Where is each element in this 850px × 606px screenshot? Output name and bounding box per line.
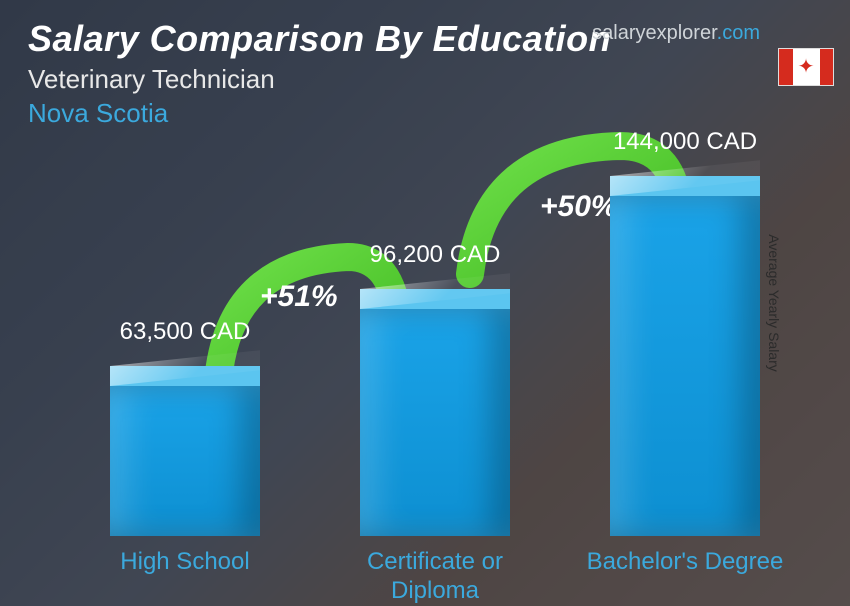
job-subtitle: Veterinary Technician <box>28 64 275 95</box>
bar-label: Certificate or Diploma <box>335 548 535 606</box>
increase-label-1: +51% <box>260 280 338 314</box>
page-title: Salary Comparison By Education <box>28 18 611 60</box>
bar-bachelors-degree: 144,000 CAD Bachelor's Degree <box>610 176 760 536</box>
brand-label: salaryexplorer.com <box>592 22 760 45</box>
bar-value: 63,500 CAD <box>110 318 260 346</box>
bar-chart: +51% +50% 63,500 CAD High School 96,200 … <box>0 130 850 606</box>
brand-part1: salaryexplorer <box>592 22 717 44</box>
bar-certificate-diploma: 96,200 CAD Certificate or Diploma <box>360 289 510 536</box>
bar-value: 96,200 CAD <box>360 241 510 269</box>
canada-flag-icon: ✦ <box>778 48 834 86</box>
brand-part2: .com <box>717 22 760 44</box>
increase-label-2: +50% <box>540 190 618 224</box>
bar-label: Bachelor's Degree <box>585 548 785 577</box>
maple-leaf-icon: ✦ <box>798 57 815 77</box>
content-root: Salary Comparison By Education Veterinar… <box>0 0 850 606</box>
bar-value: 144,000 CAD <box>610 128 760 156</box>
region-label: Nova Scotia <box>28 98 168 129</box>
bar-label: High School <box>85 548 285 577</box>
bar-high-school: 63,500 CAD High School <box>110 366 260 536</box>
